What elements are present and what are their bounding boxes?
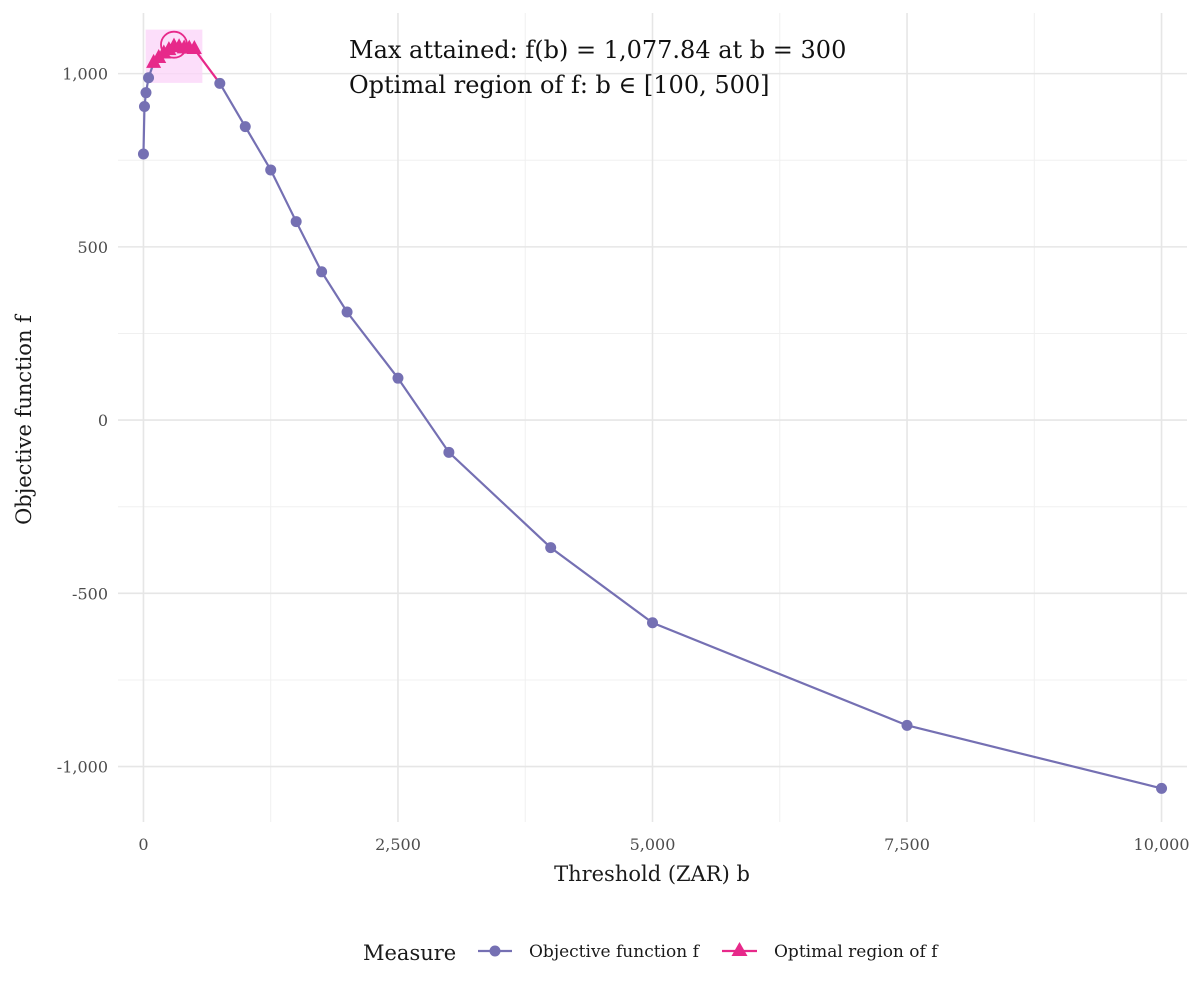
y-tick-label: -500 [72,584,108,603]
legend-marker-optimal [731,942,748,956]
objective-point [316,266,328,278]
annotation-max: Max attained: f(b) = 1,077.84 at b = 300 [349,36,846,64]
max-point-marker [160,30,188,59]
legend-title: Measure [363,941,456,965]
x-tick-label: 10,000 [1134,835,1190,854]
objective-point [647,617,658,629]
objective-point [341,306,353,318]
objective-point [443,446,455,458]
x-tick-label: 2,500 [375,835,421,854]
objective-point [138,101,150,113]
objective-point [140,87,152,99]
y-tick-label: 500 [77,238,108,257]
legend-label-optimal: Optimal region of f [774,942,939,962]
objective-point [392,372,404,384]
y-axis-title: Objective function f [12,313,36,525]
annotation-region: Optimal region of f: b ∈ [100, 500] [349,71,770,99]
objective-point [290,216,302,228]
objective-point [901,719,913,731]
x-tick-label: 0 [138,835,148,854]
y-tick-label: -1,000 [57,758,108,777]
objective-point [143,72,155,84]
tick-labels: 0 2,500 5,000 7,500 10,000 -1,000 -500 0 500 1,00… [57,65,1190,854]
objective-point [1156,782,1168,794]
objective-point [239,121,251,133]
x-axis-title: Threshold (ZAR) b [554,862,750,886]
legend: Measure Objective function f Optimal reg… [363,941,939,965]
y-tick-label: 0 [98,411,108,430]
objective-point [265,164,277,176]
legend-marker-objective [489,945,501,957]
legend-label-objective: Objective function f [529,942,701,962]
objective-line [218,82,1162,790]
objective-point [214,77,226,89]
x-tick-label: 5,000 [630,835,676,854]
optimal-point [186,40,202,55]
y-tick-label: 1,000 [62,65,108,84]
series-layer [137,30,1168,794]
objective-point [545,542,557,554]
objective-point [137,148,149,160]
grid [118,13,1187,822]
x-tick-label: 7,500 [884,835,930,854]
